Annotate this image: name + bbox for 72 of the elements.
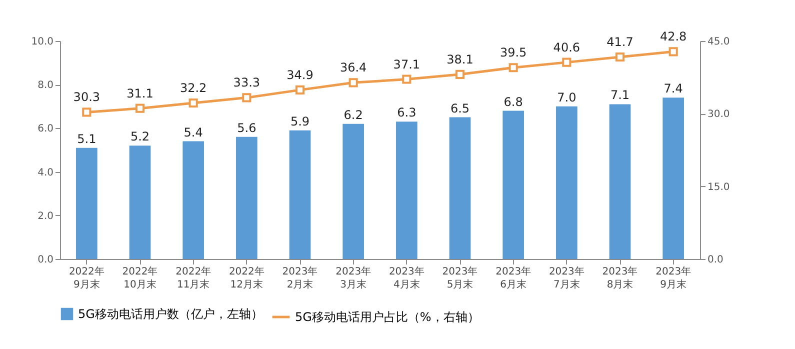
x-tick-label: 2022年 12月末	[228, 266, 264, 290]
x-tick-label: 2023年 6月末	[496, 266, 532, 290]
data-label: 37.1	[393, 57, 420, 72]
y-tick-label: 4.0	[38, 167, 54, 178]
bar	[342, 124, 364, 259]
data-label: 7.4	[664, 82, 683, 96]
x-tick-label: 2023年 5月末	[442, 266, 478, 290]
data-label: 6.5	[450, 101, 470, 116]
point	[135, 104, 145, 113]
x-tick-label: 2023年 2月末	[282, 266, 318, 290]
bar	[236, 136, 258, 259]
bar	[289, 130, 311, 259]
data-label: 39.5	[500, 46, 527, 60]
data-label: 5.4	[184, 125, 203, 140]
bar	[556, 106, 578, 259]
data-label: 5.6	[237, 120, 256, 135]
data-label: 33.3	[233, 76, 260, 90]
point	[242, 93, 252, 102]
y-tick-label: 0.0	[38, 254, 54, 266]
x-tick-label: 2023年 7月末	[548, 266, 584, 290]
data-label: 41.7	[606, 34, 634, 49]
data-label: 32.2	[180, 81, 207, 96]
point	[402, 74, 412, 84]
y-tick-label: 2.0	[38, 210, 54, 222]
bar	[182, 141, 204, 259]
y2-tick-label: 15.0	[708, 182, 730, 193]
bar	[76, 148, 98, 259]
y-tick-label: 8.0	[38, 80, 54, 92]
data-label: 40.6	[553, 40, 580, 54]
point	[668, 47, 678, 56]
y-tick-label: 10.0	[31, 36, 54, 48]
data-label: 7.1	[610, 88, 630, 102]
x-tick-label: 2022年 10月末	[122, 266, 158, 290]
bar	[449, 117, 471, 259]
x-tick-label: 2023年 8月末	[602, 266, 638, 290]
bar	[609, 104, 631, 259]
data-label: 30.3	[73, 90, 100, 104]
point	[188, 98, 198, 108]
x-tick-label: 2023年 9月末	[656, 266, 692, 290]
data-label: 42.8	[660, 30, 687, 44]
x-tick-label: 2022年 9月末	[68, 266, 104, 290]
x-tick-label: 2023年 3月末	[336, 266, 372, 290]
data-label: 7.0	[557, 90, 576, 104]
data-label: 6.3	[397, 106, 416, 120]
data-label: 5.1	[77, 132, 96, 146]
data-label: 34.9	[286, 68, 314, 82]
data-label: 5.9	[290, 114, 310, 128]
data-label: 6.8	[504, 94, 523, 109]
bar	[502, 110, 524, 259]
point	[295, 85, 305, 94]
y2-tick-label: 30.0	[708, 109, 730, 120]
y2-tick-label: 0.0	[708, 254, 724, 266]
x-tick-label: 2023年 4月末	[388, 266, 424, 290]
data-label: 36.4	[340, 60, 367, 75]
point	[562, 58, 572, 67]
point	[508, 63, 518, 72]
data-label: 38.1	[446, 52, 474, 66]
legend-label: 5G移动电话用户数（亿户，左轴）	[78, 307, 263, 321]
point	[615, 52, 625, 62]
y-tick-label: 6.0	[38, 124, 54, 135]
y2-tick-label: 45.0	[708, 36, 730, 48]
bar	[129, 146, 151, 259]
legend-label: 5G移动电话用户占比（%，右轴）	[295, 310, 480, 324]
data-label: 31.1	[126, 86, 154, 100]
point	[455, 70, 465, 79]
data-label: 6.2	[344, 108, 363, 122]
x-tick-label: 2022年 11月末	[176, 266, 212, 290]
bar	[396, 122, 418, 259]
data-label: 5.2	[130, 130, 150, 144]
bar	[662, 98, 684, 259]
point	[82, 108, 92, 117]
point	[348, 78, 358, 88]
